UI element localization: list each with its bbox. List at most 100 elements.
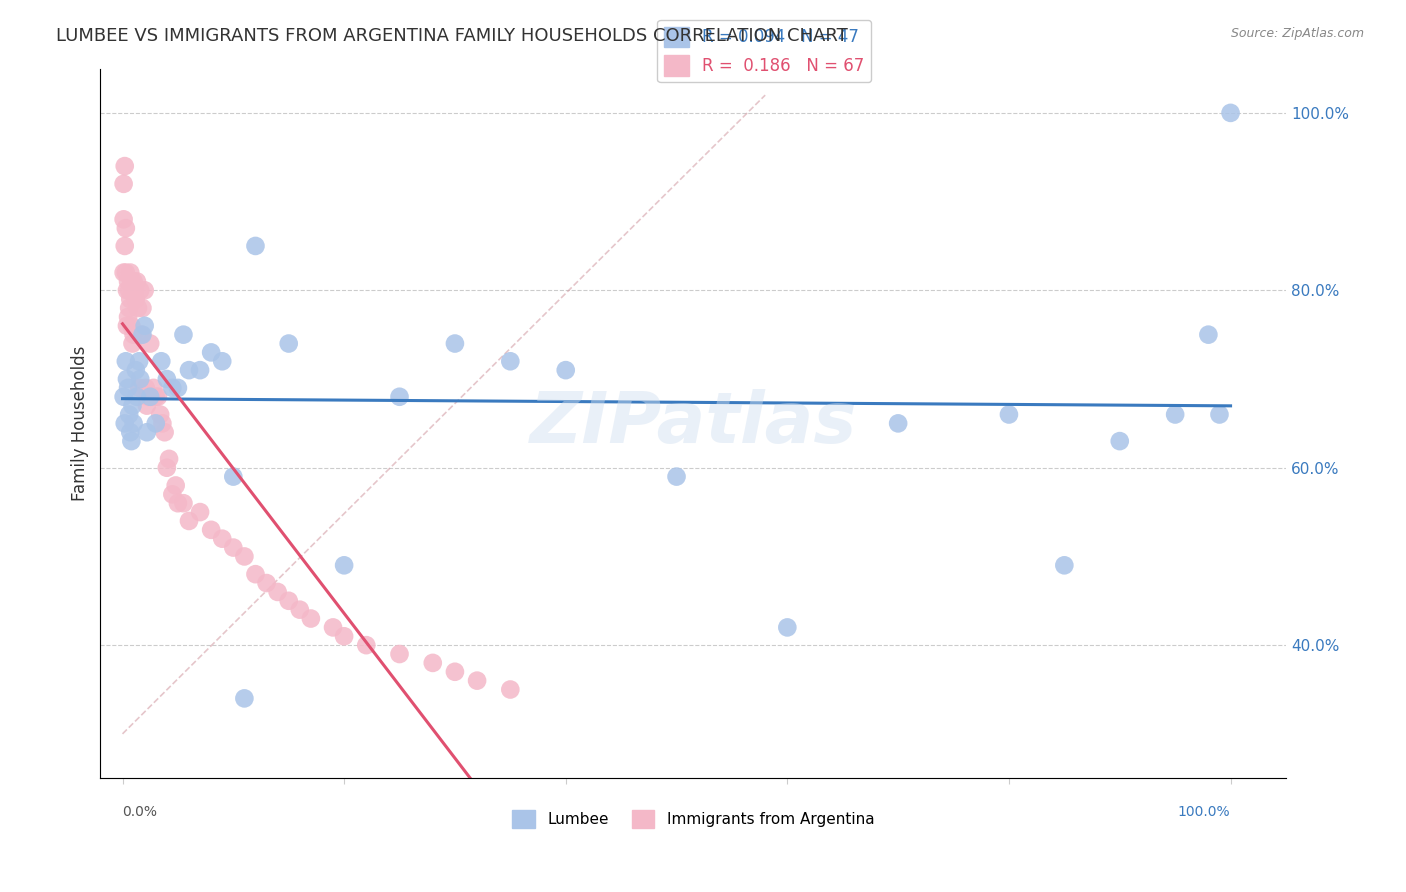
Point bbox=[117, 275, 139, 289]
Point bbox=[134, 283, 156, 297]
Point bbox=[233, 549, 256, 564]
Point bbox=[118, 408, 141, 422]
Text: LUMBEE VS IMMIGRANTS FROM ARGENTINA FAMILY HOUSEHOLDS CORRELATION CHART: LUMBEE VS IMMIGRANTS FROM ARGENTINA FAMI… bbox=[56, 27, 848, 45]
Point bbox=[153, 425, 176, 440]
Point bbox=[120, 318, 142, 333]
Text: ZIPatlas: ZIPatlas bbox=[530, 389, 856, 458]
Point bbox=[1208, 408, 1230, 422]
Point bbox=[288, 602, 311, 616]
Point bbox=[172, 496, 194, 510]
Point bbox=[1108, 434, 1130, 449]
Point bbox=[135, 381, 157, 395]
Point bbox=[165, 478, 187, 492]
Point bbox=[129, 283, 152, 297]
Point bbox=[125, 292, 148, 306]
Point bbox=[112, 212, 135, 227]
Point bbox=[167, 381, 190, 395]
Point bbox=[277, 594, 299, 608]
Point bbox=[388, 647, 411, 661]
Legend: Lumbee, Immigrants from Argentina: Lumbee, Immigrants from Argentina bbox=[506, 804, 880, 834]
Point bbox=[152, 417, 174, 431]
Point bbox=[114, 417, 136, 431]
Point bbox=[156, 372, 179, 386]
Point bbox=[1197, 327, 1219, 342]
Point bbox=[422, 656, 444, 670]
Point bbox=[156, 460, 179, 475]
Point bbox=[554, 363, 576, 377]
Point bbox=[145, 390, 167, 404]
Point bbox=[134, 318, 156, 333]
Point bbox=[211, 532, 233, 546]
Point bbox=[149, 408, 172, 422]
Text: 100.0%: 100.0% bbox=[1178, 805, 1230, 819]
Point bbox=[139, 336, 162, 351]
Point bbox=[112, 266, 135, 280]
Point bbox=[125, 275, 148, 289]
Point bbox=[256, 576, 278, 591]
Point bbox=[233, 691, 256, 706]
Point bbox=[131, 327, 153, 342]
Point bbox=[125, 363, 148, 377]
Point bbox=[118, 301, 141, 315]
Point bbox=[120, 434, 142, 449]
Point bbox=[127, 301, 149, 315]
Point bbox=[333, 629, 356, 643]
Point bbox=[141, 390, 163, 404]
Point bbox=[172, 327, 194, 342]
Point bbox=[120, 425, 142, 440]
Point bbox=[211, 354, 233, 368]
Point bbox=[128, 381, 150, 395]
Point bbox=[776, 620, 799, 634]
Point bbox=[120, 292, 142, 306]
Point bbox=[465, 673, 488, 688]
Point bbox=[120, 275, 142, 289]
Point bbox=[444, 336, 467, 351]
Point bbox=[222, 469, 245, 483]
Point bbox=[266, 585, 288, 599]
Point bbox=[121, 336, 143, 351]
Point bbox=[114, 159, 136, 173]
Point bbox=[115, 318, 138, 333]
Point bbox=[118, 283, 141, 297]
Point bbox=[322, 620, 344, 634]
Point bbox=[499, 682, 522, 697]
Point bbox=[333, 558, 356, 573]
Point bbox=[115, 283, 138, 297]
Point bbox=[131, 301, 153, 315]
Point bbox=[177, 514, 200, 528]
Point bbox=[135, 399, 157, 413]
Point bbox=[388, 390, 411, 404]
Point bbox=[121, 283, 143, 297]
Point bbox=[444, 665, 467, 679]
Point bbox=[125, 390, 148, 404]
Point bbox=[136, 390, 159, 404]
Point bbox=[998, 408, 1021, 422]
Point bbox=[499, 354, 522, 368]
Point bbox=[1164, 408, 1187, 422]
Point bbox=[222, 541, 245, 555]
Point bbox=[115, 372, 138, 386]
Point bbox=[139, 390, 162, 404]
Point bbox=[167, 496, 190, 510]
Point bbox=[157, 451, 180, 466]
Point bbox=[129, 372, 152, 386]
Point bbox=[1053, 558, 1076, 573]
Y-axis label: Family Households: Family Households bbox=[72, 346, 89, 501]
Point bbox=[121, 399, 143, 413]
Point bbox=[142, 381, 165, 395]
Point bbox=[112, 390, 135, 404]
Point bbox=[124, 283, 146, 297]
Point bbox=[122, 417, 145, 431]
Point bbox=[146, 390, 169, 404]
Point bbox=[887, 417, 910, 431]
Text: 0.0%: 0.0% bbox=[122, 805, 157, 819]
Point bbox=[356, 638, 378, 652]
Point bbox=[665, 469, 688, 483]
Point bbox=[117, 310, 139, 324]
Point bbox=[145, 417, 167, 431]
Point bbox=[162, 487, 184, 501]
Point bbox=[177, 363, 200, 377]
Point bbox=[200, 345, 222, 359]
Point bbox=[188, 505, 211, 519]
Point bbox=[114, 266, 136, 280]
